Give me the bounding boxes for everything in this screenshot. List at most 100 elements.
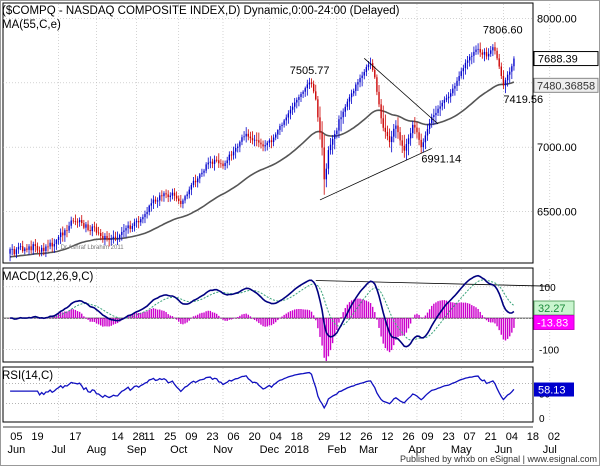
candle-body bbox=[433, 115, 435, 118]
macd-histogram-bar bbox=[209, 310, 212, 319]
macd-histogram-bar bbox=[374, 312, 376, 319]
candle-body bbox=[34, 244, 37, 247]
macd-histogram-bar bbox=[357, 298, 359, 319]
macd-histogram-bar bbox=[418, 314, 420, 319]
macd-histogram-bar bbox=[338, 318, 340, 323]
candle-body bbox=[9, 249, 11, 254]
candle-body bbox=[87, 224, 89, 230]
macd-histogram-bar bbox=[437, 301, 439, 319]
macd-histogram-bar bbox=[245, 313, 247, 319]
macd-histogram-bar bbox=[487, 318, 490, 322]
candle-body bbox=[140, 219, 142, 223]
macd-histogram-bar bbox=[74, 309, 77, 319]
macd-histogram-bar bbox=[454, 302, 456, 319]
x-axis-month-label: Apr bbox=[408, 444, 425, 456]
macd-histogram-bar bbox=[435, 302, 437, 319]
candle-body bbox=[300, 93, 302, 97]
price-panel-frame bbox=[2, 2, 534, 264]
macd-histogram-bar bbox=[449, 302, 452, 319]
macd-histogram-bar bbox=[161, 310, 163, 319]
candle-body bbox=[454, 86, 456, 89]
macd-histogram-bar bbox=[422, 317, 424, 319]
candle-body bbox=[496, 50, 498, 59]
candle-body bbox=[268, 140, 271, 143]
candle-body bbox=[104, 235, 106, 239]
candle-body bbox=[494, 47, 496, 51]
macd-histogram-bar bbox=[350, 300, 353, 319]
candle-body bbox=[355, 84, 357, 91]
candle-body bbox=[59, 232, 62, 238]
macd-value-tag: 32.27 bbox=[538, 303, 566, 315]
candle-body bbox=[95, 227, 98, 233]
macd-histogram-bar bbox=[361, 299, 363, 319]
candle-body bbox=[283, 120, 285, 125]
candle-body bbox=[485, 51, 488, 57]
candle-body bbox=[66, 230, 68, 231]
macd-histogram-bar bbox=[81, 313, 83, 319]
price-tick-label: 6500.00 bbox=[537, 207, 577, 219]
x-axis-day-label: 09 bbox=[185, 431, 197, 443]
candle-body bbox=[498, 58, 500, 67]
macd-histogram-bar bbox=[9, 318, 11, 319]
candle-body bbox=[407, 138, 410, 145]
candle-body bbox=[154, 199, 157, 202]
candle-body bbox=[68, 225, 70, 231]
macd-histogram-bar bbox=[196, 314, 199, 319]
candle-body bbox=[344, 106, 346, 112]
candle-body bbox=[190, 184, 193, 190]
macd-histogram-bar bbox=[175, 318, 178, 320]
macd-histogram-bar bbox=[475, 307, 477, 319]
candle-body bbox=[378, 91, 380, 105]
x-axis-day-label: 25 bbox=[164, 431, 176, 443]
candle-body bbox=[119, 234, 121, 238]
x-axis-day-label: 14 bbox=[111, 431, 123, 443]
candle-body bbox=[148, 205, 150, 213]
candle-body bbox=[420, 139, 422, 148]
candle-body bbox=[55, 239, 58, 244]
candle-body bbox=[304, 88, 306, 92]
candle-body bbox=[70, 220, 72, 226]
macd-histogram-bar bbox=[226, 318, 228, 321]
macd-histogram-bar bbox=[146, 311, 148, 319]
macd-histogram-bar bbox=[215, 313, 218, 319]
macd-histogram-bar bbox=[289, 311, 292, 319]
candle-body bbox=[192, 180, 195, 185]
x-axis-month-label: Dec bbox=[260, 444, 280, 456]
macd-histogram-bar bbox=[403, 318, 406, 336]
x-axis-day-label: 09 bbox=[421, 431, 433, 443]
macd-histogram-bar bbox=[428, 309, 431, 319]
candle-body bbox=[468, 56, 471, 61]
candle-body bbox=[479, 48, 481, 53]
x-axis-day-label: 18 bbox=[291, 431, 303, 443]
candle-body bbox=[220, 163, 222, 165]
macd-histogram-bar bbox=[334, 318, 336, 337]
candle-body bbox=[298, 96, 300, 100]
candle-body bbox=[275, 134, 277, 138]
rsi-value-tag: 58.13 bbox=[538, 385, 566, 397]
macd-histogram-bar bbox=[68, 310, 70, 319]
macd-histogram-bar bbox=[359, 298, 361, 319]
candle-body bbox=[323, 147, 325, 180]
candle-body bbox=[78, 220, 81, 223]
candle-body bbox=[422, 142, 424, 148]
candle-body bbox=[38, 250, 41, 252]
macd-histogram-bar bbox=[66, 311, 68, 319]
x-axis-month-label: Jul bbox=[543, 444, 557, 456]
candle-body bbox=[306, 84, 309, 89]
macd-histogram-bar bbox=[308, 310, 311, 319]
macd-histogram-bar bbox=[371, 306, 374, 319]
macd-histogram-bar bbox=[78, 311, 81, 319]
candle-body bbox=[260, 142, 262, 145]
macd-histogram-bar bbox=[203, 312, 205, 319]
candle-body bbox=[150, 203, 152, 206]
candle-body bbox=[291, 106, 294, 110]
candle-body bbox=[106, 235, 108, 239]
candle-body bbox=[163, 193, 165, 197]
candle-body bbox=[169, 195, 171, 198]
candle-body bbox=[279, 125, 281, 130]
macd-histogram-bar bbox=[137, 312, 140, 319]
watermark-text: Dr Ashraf Lbrahim 2011 bbox=[61, 245, 125, 251]
macd-histogram-bar bbox=[462, 302, 465, 319]
macd-histogram-bar bbox=[344, 308, 346, 319]
